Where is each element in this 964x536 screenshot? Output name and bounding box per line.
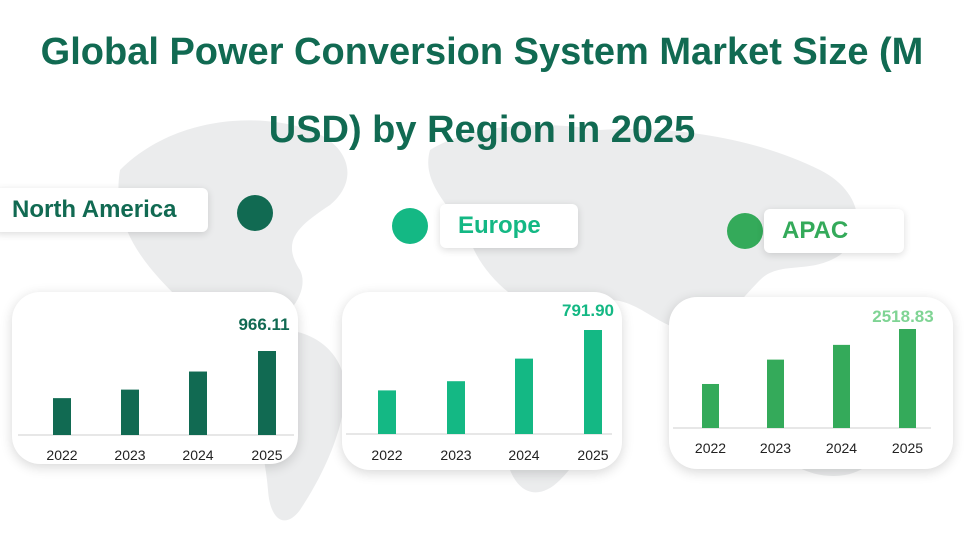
bar-europe-2022	[378, 390, 396, 434]
x-tick-label: 2024	[182, 447, 213, 463]
x-tick-label: 2022	[371, 447, 402, 463]
x-tick-label: 2024	[508, 447, 539, 463]
x-tick-label: 2023	[440, 447, 471, 463]
chart-title: Global Power Conversion System Market Si…	[0, 30, 964, 152]
bar-north-america-2022	[53, 398, 71, 435]
region-dot-apac	[727, 213, 763, 249]
bar-apac-2025	[899, 329, 916, 428]
region-dot-europe	[392, 208, 428, 244]
chart-title-line-1: Global Power Conversion System Market Si…	[40, 31, 924, 73]
data-label-apac-2025: 2518.83	[872, 307, 933, 326]
bar-chart-europe: 2022 2023 2024 2025 791.90	[346, 301, 614, 463]
x-tick-label: 2025	[892, 440, 923, 456]
x-tick-label: 2022	[46, 447, 77, 463]
x-tick-label: 2023	[114, 447, 145, 463]
data-label-europe-2025: 791.90	[562, 301, 614, 320]
bar-north-america-2023	[121, 389, 139, 435]
bar-europe-2024	[515, 358, 533, 434]
data-label-north-america-2025: 966.11	[238, 315, 289, 334]
bar-europe-2023	[447, 381, 465, 434]
x-tick-label: 2022	[695, 440, 726, 456]
bar-north-america-2025	[258, 351, 276, 435]
bar-europe-2025	[584, 330, 602, 434]
x-tick-label: 2025	[251, 447, 282, 463]
bar-apac-2024	[833, 344, 850, 428]
chart-card-north-america: 2022 2023 2024 2025 966.11	[12, 292, 298, 464]
bar-chart-apac: 2022 2023 2024 2025 2518.83	[673, 307, 934, 456]
region-label-apac: APAC	[764, 209, 904, 253]
bar-north-america-2024	[189, 371, 207, 435]
chart-card-apac: 2022 2023 2024 2025 2518.83	[669, 297, 953, 469]
region-dot-north-america	[237, 195, 273, 231]
x-tick-label: 2025	[577, 447, 608, 463]
chart-card-europe: 2022 2023 2024 2025 791.90	[342, 292, 622, 470]
region-label-europe: Europe	[440, 204, 578, 248]
x-tick-label: 2023	[760, 440, 791, 456]
x-tick-label: 2024	[826, 440, 857, 456]
bar-apac-2023	[767, 359, 784, 428]
bar-chart-north-america: 2022 2023 2024 2025 966.11	[18, 315, 294, 463]
region-label-north-america: North America	[0, 188, 208, 232]
chart-title-line-2: USD) by Region in 2025	[268, 109, 696, 151]
bar-apac-2022	[702, 383, 719, 428]
